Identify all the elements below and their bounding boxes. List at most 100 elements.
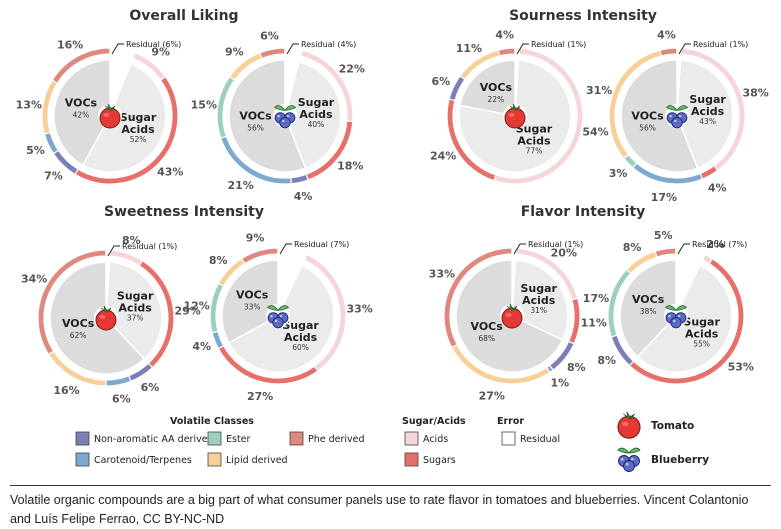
slice-label: 4% — [657, 29, 676, 42]
outer-slice-non_aromatic — [448, 75, 466, 102]
vocs-pct: 38% — [640, 307, 657, 316]
sugar-acids-label: Acids — [121, 123, 155, 136]
inner-slice-vocs — [620, 59, 699, 173]
slice-label: 8% — [623, 241, 642, 254]
inner-slice-vocs — [228, 59, 307, 173]
outer-slice-acids — [680, 47, 746, 172]
legend-fruit-label: Blueberry — [651, 454, 709, 466]
outer-slice-carotenoid — [211, 330, 225, 350]
inner-slice-vocs — [221, 259, 279, 344]
legend-item-label: Residual — [520, 434, 560, 445]
vocs-label: VOCs — [239, 110, 272, 123]
figure-caption: Volatile organic compounds are a big par… — [10, 493, 749, 526]
legend: Volatile Classes Non-aromatic AA derived E… — [75, 411, 709, 472]
inner-slice-vocs — [619, 259, 677, 358]
vocs-label: VOCs — [631, 110, 664, 123]
outer-slice-non_aromatic — [610, 334, 635, 367]
sugar-acids-label: Acids — [517, 134, 551, 147]
vocs-pct: 22% — [488, 95, 505, 104]
slice-label: 2% — [706, 238, 725, 251]
vocs-label: VOCs — [62, 317, 95, 330]
tomato-icon — [95, 305, 117, 331]
residual-label: Residual (4%) — [301, 40, 356, 49]
inner-slice-sugar-acids — [676, 59, 734, 170]
slice-label: 6% — [141, 381, 160, 394]
legend-swatch-carotenoid — [75, 452, 90, 467]
caption-divider — [10, 485, 771, 486]
outer-slice-non_aromatic — [290, 173, 310, 185]
chart-panel: Flavor Intensity33%27%1%8%11%20%VOCs68%S… — [429, 204, 754, 402]
outer-slice-acids — [109, 249, 144, 267]
vocs-pct: 33% — [244, 303, 261, 312]
outer-slice-phe — [497, 47, 516, 57]
vocs-label: VOCs — [480, 81, 513, 94]
slice-label: 16% — [53, 384, 79, 397]
legend-item-label: Sugars — [423, 455, 456, 466]
vocs-pct: 62% — [70, 331, 87, 340]
residual-label: Residual (7%) — [692, 240, 747, 249]
outer-slice-lipid — [47, 350, 107, 387]
slice-label: 27% — [479, 389, 505, 402]
sugar-acids-label: Acids — [119, 301, 153, 314]
sugar-acids-pct: 40% — [308, 120, 325, 129]
outer-slice-lipid — [450, 343, 551, 385]
slice-label: 9% — [225, 46, 244, 59]
panel-title: Sourness Intensity — [509, 8, 657, 24]
slice-label: 33% — [429, 268, 455, 281]
slice-label: 22% — [339, 62, 365, 75]
slice-label: 3% — [609, 167, 628, 180]
outer-slice-sugars — [628, 257, 745, 385]
slice-label: 13% — [16, 98, 42, 111]
sugar-acids-pct: 52% — [130, 135, 147, 144]
slice-label: 7% — [44, 169, 63, 182]
blueberry-donut: 9%8%12%4%27%33%VOCs33%SugarAcids60%Resid… — [183, 231, 372, 403]
slice-label: 5% — [654, 229, 673, 242]
sugar-acids-pct: 31% — [530, 306, 547, 315]
legend-swatch-acids — [404, 431, 419, 446]
slice-label: 34% — [21, 272, 47, 285]
slice-label: 4% — [192, 340, 211, 353]
slice-label: 18% — [337, 160, 363, 173]
residual-label: Residual (7%) — [294, 240, 349, 249]
sugar-acids-label: Acids — [299, 108, 333, 121]
legend-swatch-sugars — [404, 452, 419, 467]
legend-swatch-non_aromatic — [75, 431, 90, 446]
vocs-label: VOCs — [632, 293, 665, 306]
inner-slice-sugar-acids — [284, 60, 342, 170]
outer-slice-residual — [284, 47, 303, 57]
slice-label: 6% — [112, 393, 131, 406]
sugar-acids-label: Sugar — [298, 96, 335, 109]
blueberry-icon — [665, 105, 689, 129]
slice-label: 43% — [157, 166, 183, 179]
outer-slice-acids — [299, 49, 354, 123]
slice-label: 6% — [431, 75, 450, 88]
outer-slice-carotenoid — [219, 135, 293, 185]
slice-label: 1% — [550, 377, 569, 390]
sugar-acids-label: Sugar — [120, 111, 157, 124]
legend-item-label: Non-aromatic AA derived — [94, 434, 214, 445]
residual-leader — [677, 243, 690, 255]
slice-label: 4% — [294, 190, 313, 203]
outer-slice-carotenoid — [43, 131, 60, 155]
outer-slice-sugars — [138, 259, 175, 369]
legend-group-title: Error — [497, 416, 524, 427]
outer-slice-acids — [515, 247, 579, 301]
legend-swatch-lipid — [207, 452, 222, 467]
outer-slice-sugars — [217, 345, 319, 385]
legend-item-label: Carotenoid/Terpenes — [94, 455, 192, 466]
outer-slice-lipid — [625, 250, 658, 275]
residual-leader — [111, 43, 124, 55]
residual-leader — [286, 43, 299, 55]
sugar-acids-pct: 60% — [292, 343, 309, 352]
outer-slice-ester — [216, 75, 236, 140]
slice-label: 9% — [246, 231, 265, 244]
outer-slice-acids — [701, 253, 714, 265]
inner-slice-sugar-acids — [511, 259, 569, 341]
